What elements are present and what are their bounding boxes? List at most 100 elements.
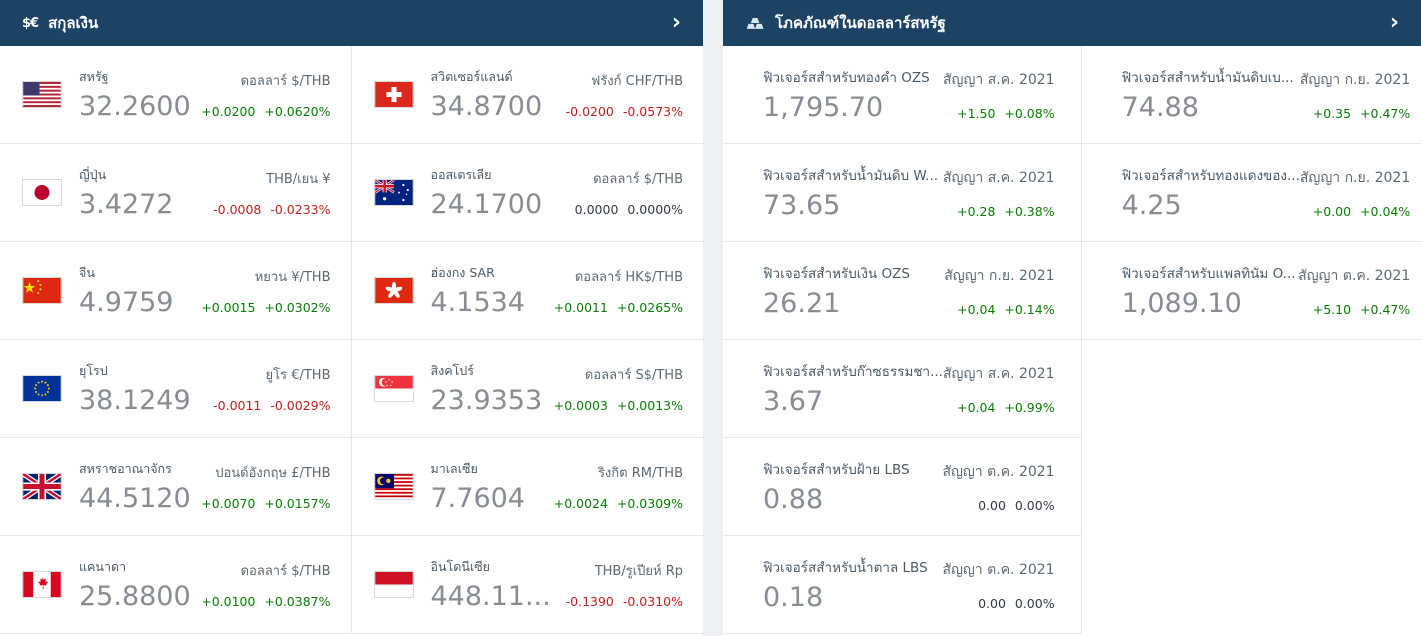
flag-singapore-icon <box>373 375 414 402</box>
currency-name: สวิตเซอร์แลนด์ <box>430 69 513 84</box>
contract-label: สัญญา ก.ย. 2021 <box>1299 169 1411 186</box>
commodity-change: +0.00 +0.04% <box>1312 203 1411 219</box>
currency-name: ออสเตรเลีย <box>430 167 492 182</box>
currency-pair: ดอลลาร์ $/THB <box>240 564 331 579</box>
currency-name: จีน <box>79 265 95 280</box>
currency-name: มาเลเซีย <box>430 461 478 476</box>
currency-change: +0.0070 +0.0157% <box>201 496 331 511</box>
currency-cell[interactable]: สหราชอาณาจักร 44.5120 ปอนด์อังกฤษ £/THB +0… <box>0 438 352 536</box>
commodity-cell[interactable]: ฟิวเจอร์สสำหรับทองแดงของ... 4.25 สัญญา ก.… <box>1081 144 1421 242</box>
commodity-change: +0.28 +0.38% <box>957 203 1055 219</box>
currency-change: +0.0003 +0.0013% <box>553 398 683 413</box>
commodity-cell[interactable]: ฟิวเจอร์สสำหรับฝ้าย LBS 0.88 สัญญา ต.ค. 2… <box>723 438 1082 536</box>
currency-change: -0.0200 -0.0573% <box>565 104 683 119</box>
commodities-title: โภคภัณฑ์ในดอลลาร์สหรัฐ <box>775 14 946 32</box>
flag-japan-icon <box>22 179 62 206</box>
flag-eu-icon <box>22 375 62 402</box>
currency-name: ยุโรป <box>79 363 108 378</box>
currency-cell[interactable]: แคนาดา 25.8800 ดอลลาร์ $/THB +0.0100 +0.03… <box>0 536 352 634</box>
commodity-price: 0.18 <box>763 582 824 613</box>
flag-uk-icon <box>22 473 62 500</box>
currency-name: อินโดนีเซีย <box>430 559 491 574</box>
empty-cell <box>1081 536 1421 634</box>
commodity-price: 3.67 <box>763 386 824 417</box>
currency-price: 4.1534 <box>430 287 525 318</box>
currency-cell[interactable]: จีน 4.9759 หยวน ¥/THB +0.0015 +0.0302% <box>0 242 352 340</box>
commodity-price: 73.65 <box>763 190 841 221</box>
currency-name: ฮ่องกง SAR <box>430 265 495 280</box>
currency-price: 3.4272 <box>79 189 174 220</box>
chevron-right-icon[interactable]: › <box>1389 10 1399 36</box>
empty-cell <box>1081 340 1421 438</box>
currency-change: 0.0000 0.0000% <box>574 202 683 217</box>
currency-price: 32.2600 <box>79 91 191 122</box>
commodity-cell[interactable]: ฟิวเจอร์สสำหรับทองคำ OZS 1,795.70 สัญญา ส… <box>723 46 1082 144</box>
currency-cell[interactable]: ออสเตรเลีย 24.1700 ดอลลาร์ $/THB 0.0000 0.… <box>351 144 703 242</box>
currency-pair: หยวน ¥/THB <box>254 270 331 285</box>
commodity-price: 1,089.10 <box>1121 288 1242 319</box>
currency-name: สหราชอาณาจักร <box>79 461 172 476</box>
flag-malaysia-icon <box>373 473 414 500</box>
commodity-cell[interactable]: ฟิวเจอร์สสำหรับน้ำตาล LBS 0.18 สัญญา ต.ค.… <box>723 536 1082 634</box>
currency-cell[interactable]: สิงคโปร์ 23.9353 ดอลลาร์ S$/THB +0.0003 +0… <box>351 340 703 438</box>
commodity-change: +0.04 +0.14% <box>957 301 1055 317</box>
currencies-panel: $€ สกุลเงิน › สหรัฐ 32.2600 ดอลลาร์ $/THB… <box>0 0 703 636</box>
contract-label: สัญญา ต.ค. 2021 <box>1298 267 1411 284</box>
currency-cell[interactable]: ยุโรป 38.1249 ยูโร €/THB -0.0011 -0.0029% <box>0 340 352 438</box>
currency-pair: THB/เยน ¥ <box>266 172 331 187</box>
commodity-cell[interactable]: ฟิวเจอร์สสำหรับน้ำมันดิบเบ... 74.88 สัญญา… <box>1081 46 1421 144</box>
flag-canada-icon <box>22 571 62 598</box>
currency-cell[interactable]: ญี่ปุ่น 3.4272 THB/เยน ¥ -0.0008 -0.0233% <box>0 144 352 242</box>
currency-pair: THB/รูเปียห์ Rp <box>594 564 683 579</box>
currency-change: -0.0011 -0.0029% <box>213 398 331 413</box>
flag-indonesia-icon <box>373 571 414 598</box>
currency-price: 25.8800 <box>79 581 191 612</box>
commodity-cell[interactable]: ฟิวเจอร์สสำหรับน้ำมันดิบ W... 73.65 สัญญา… <box>723 144 1082 242</box>
currency-pair: ปอนด์อังกฤษ £/THB <box>215 466 331 481</box>
flag-hongkong-icon <box>373 277 414 304</box>
currencies-title: สกุลเงิน <box>48 14 99 32</box>
commodity-cell[interactable]: ฟิวเจอร์สสำหรับก๊าซธรรมชา... 3.67 สัญญา ส… <box>723 340 1082 438</box>
currency-cell[interactable]: มาเลเซีย 7.7604 ริงกิต RM/THB +0.0024 +0.0… <box>351 438 703 536</box>
commodity-name: ฟิวเจอร์สสำหรับฝ้าย LBS <box>763 462 910 478</box>
gold-bars-icon <box>745 16 765 30</box>
currency-pair: ดอลลาร์ $/THB <box>240 74 331 89</box>
contract-label: สัญญา ส.ค. 2021 <box>942 365 1055 382</box>
commodities-header[interactable]: โภคภัณฑ์ในดอลลาร์สหรัฐ › <box>723 0 1421 46</box>
commodity-name: ฟิวเจอร์สสำหรับน้ำมันดิบ W... <box>763 168 939 184</box>
commodities-panel: โภคภัณฑ์ในดอลลาร์สหรัฐ › ฟิวเจอร์สสำหรับ… <box>723 0 1421 636</box>
currency-price: 448.11... <box>430 581 551 612</box>
commodity-change: 0.00 0.00% <box>978 595 1055 611</box>
contract-label: สัญญา ส.ค. 2021 <box>942 169 1055 186</box>
commodity-change: +0.04 +0.99% <box>957 399 1055 415</box>
flag-china-icon <box>22 277 62 304</box>
commodity-name: ฟิวเจอร์สสำหรับแพลทินัม O... <box>1121 266 1296 282</box>
currency-cell[interactable]: อินโดนีเซีย 448.11... THB/รูเปียห์ Rp -0.1… <box>351 536 703 634</box>
commodity-name: ฟิวเจอร์สสำหรับน้ำมันดิบเบ... <box>1121 70 1294 86</box>
contract-label: สัญญา ก.ย. 2021 <box>944 267 1055 284</box>
currencies-header[interactable]: $€ สกุลเงิน › <box>0 0 703 46</box>
currency-change: -0.0008 -0.0233% <box>213 202 331 217</box>
currency-change: -0.1390 -0.0310% <box>565 594 683 609</box>
commodity-price: 4.25 <box>1121 190 1182 221</box>
contract-label: สัญญา ต.ค. 2021 <box>942 463 1055 480</box>
chevron-right-icon[interactable]: › <box>671 10 681 36</box>
currency-cell[interactable]: สหรัฐ 32.2600 ดอลลาร์ $/THB +0.0200 +0.062… <box>0 46 352 144</box>
commodity-price: 26.21 <box>763 288 841 319</box>
currency-pair: ริงกิต RM/THB <box>597 466 683 481</box>
currency-price: 38.1249 <box>79 385 191 416</box>
commodity-name: ฟิวเจอร์สสำหรับน้ำตาล LBS <box>763 560 928 576</box>
currency-cell[interactable]: ฮ่องกง SAR 4.1534 ดอลลาร์ HK$/THB +0.0011 … <box>351 242 703 340</box>
currency-cell[interactable]: สวิตเซอร์แลนด์ 34.8700 ฟรังก์ CHF/THB -0.0… <box>351 46 703 144</box>
commodity-price: 1,795.70 <box>763 92 884 123</box>
currency-pair: ยูโร €/THB <box>265 368 331 383</box>
currency-price: 34.8700 <box>430 91 543 122</box>
flag-us-icon <box>22 81 62 108</box>
commodity-cell[interactable]: ฟิวเจอร์สสำหรับเงิน OZS 26.21 สัญญา ก.ย. … <box>723 242 1082 340</box>
commodity-cell[interactable]: ฟิวเจอร์สสำหรับแพลทินัม O... 1,089.10 สัญ… <box>1081 242 1421 340</box>
currency-change: +0.0100 +0.0387% <box>201 594 331 609</box>
currency-pair: ดอลลาร์ $/THB <box>593 172 683 187</box>
commodity-change: +5.10 +0.47% <box>1312 301 1411 317</box>
currency-icon: $€ <box>22 15 39 31</box>
